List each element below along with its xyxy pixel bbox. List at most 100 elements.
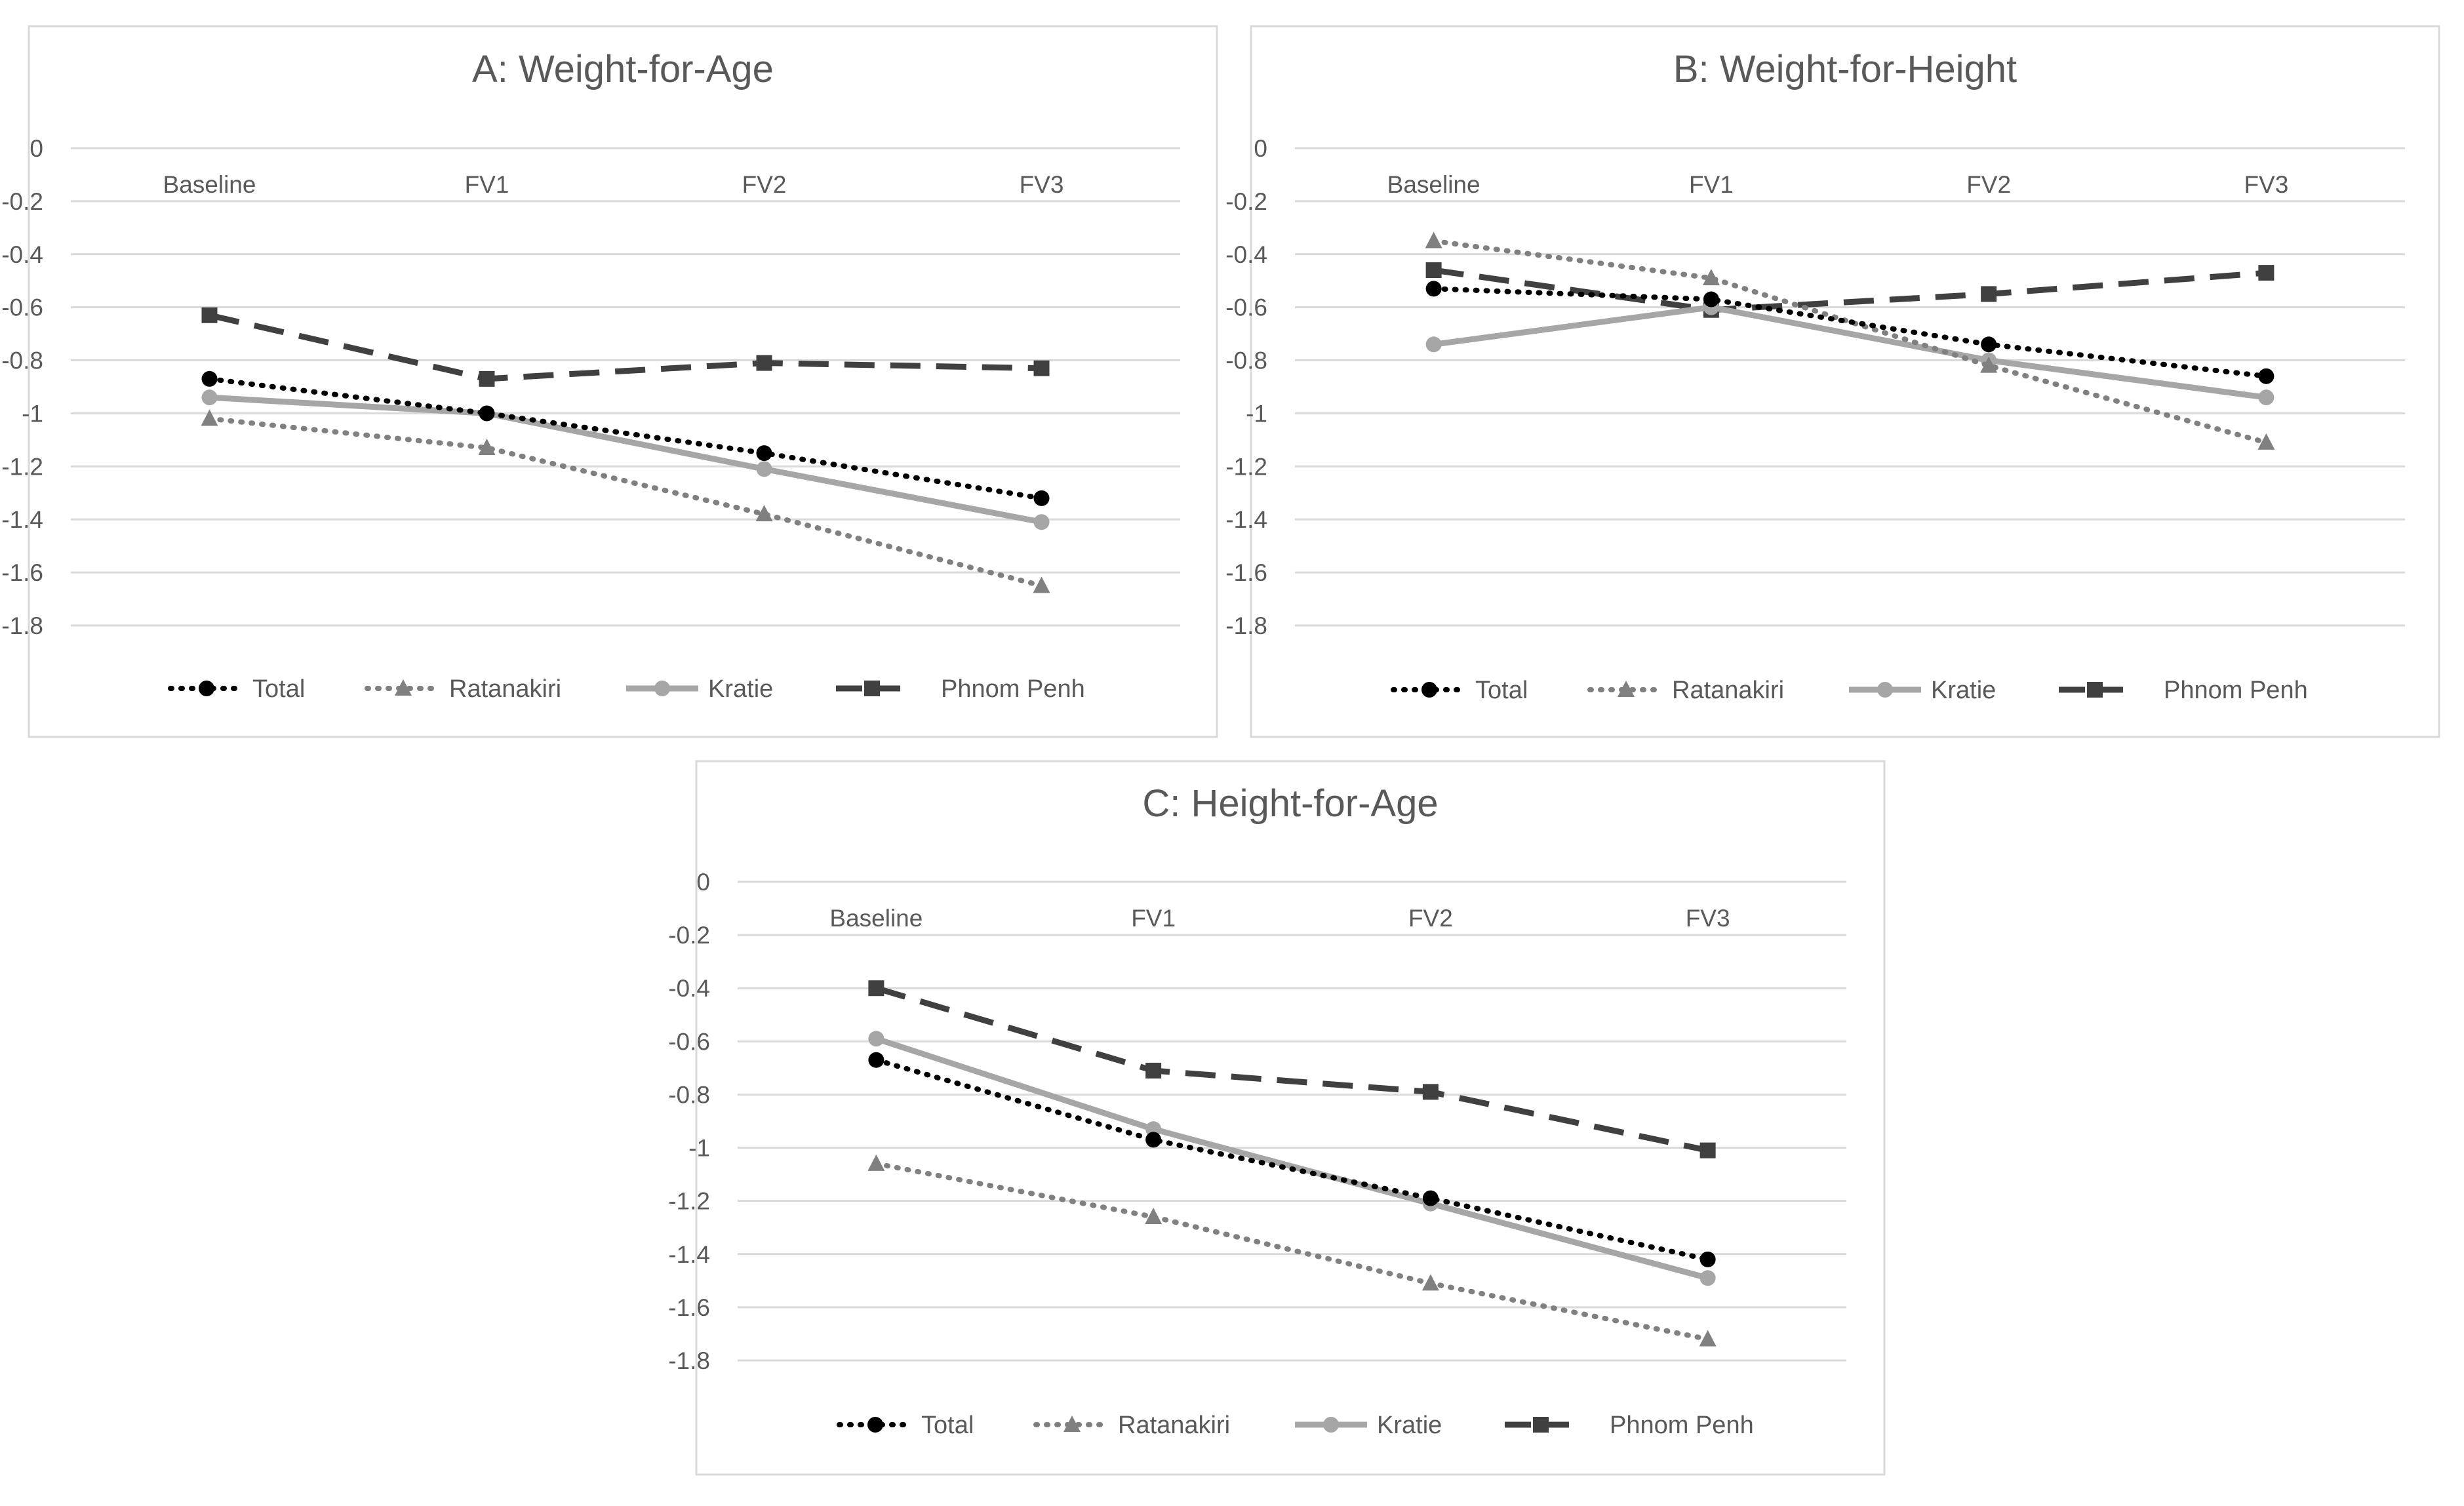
chart-panel-c: C: Height-for-Age 0 -0.2 -0.4 -0.6 -0.8 -1 -1.2… [668, 760, 1886, 1476]
legend-label: Ratanakiri [1118, 1412, 1230, 1439]
data-point-phnom-penh [1033, 360, 1050, 376]
legend-marker [1323, 1417, 1339, 1433]
data-point-kratie [1699, 1270, 1716, 1286]
x-category-label: FV1 [1131, 905, 1176, 932]
series-total [868, 1052, 1716, 1267]
series-ratanakiri [201, 409, 1050, 593]
chart-panel-a: A: Weight-for-Age 0 -0.2 -0.4 -0.6 -0.8 -1 -1.2… [1, 25, 1218, 738]
chart-title: C: Height-for-Age [1142, 782, 1438, 825]
data-point-kratie [756, 461, 772, 477]
series-line-ratanakiri [1431, 238, 2269, 445]
y-tick-label: -1.8 [1225, 612, 1267, 639]
legend-label: Total [921, 1412, 974, 1439]
y-tick-label: 0 [1254, 135, 1267, 162]
data-point-total [1981, 336, 1997, 353]
data-point-kratie [1033, 514, 1050, 530]
data-point-total [756, 445, 772, 462]
data-point-phnom-penh [2258, 265, 2275, 281]
x-category-label: FV2 [1966, 171, 2011, 198]
x-category-label: FV2 [742, 171, 787, 198]
y-tick-label: -1.2 [1225, 453, 1267, 480]
data-point-total [479, 405, 495, 422]
legend: Total Ratanakiri Kratie Phnom Penh [1391, 677, 2308, 704]
series-phnom-penh [868, 980, 1716, 1159]
data-point-ratanakiri [478, 439, 496, 456]
x-category-label: FV3 [1020, 171, 1064, 198]
series-line-ratanakiri [207, 416, 1044, 589]
y-tick-label: -1.4 [668, 1241, 710, 1268]
y-tick-label: -1.2 [1, 453, 43, 480]
y-tick-label: -1 [1246, 400, 1267, 427]
legend-marker [199, 681, 214, 696]
data-point-phnom-penh [1699, 1142, 1716, 1159]
legend-marker [1877, 682, 1893, 698]
legend-item-kratie: Kratie [626, 675, 773, 703]
data-point-total [201, 370, 218, 387]
data-point-ratanakiri [2257, 433, 2275, 450]
y-tick-label: 0 [696, 869, 710, 896]
data-point-ratanakiri [867, 1154, 885, 1171]
legend-marker [864, 681, 880, 696]
legend-marker [2087, 682, 2103, 698]
series-line-kratie [875, 1035, 1709, 1281]
legend-item-kratie: Kratie [1295, 1412, 1442, 1439]
legend-label: Total [252, 675, 305, 703]
series-line-total [207, 376, 1044, 501]
series-phnom-penh [201, 307, 1050, 387]
legend-marker [1063, 1416, 1081, 1432]
y-tick-label: -0.6 [1225, 294, 1267, 321]
legend-item-total: Total [168, 675, 305, 703]
data-point-total [1033, 490, 1050, 506]
series-line-kratie [209, 394, 1043, 525]
data-point-ratanakiri [755, 505, 773, 522]
y-tick-label: -0.4 [668, 975, 710, 1002]
data-point-phnom-penh [479, 370, 495, 387]
data-point-ratanakiri [1145, 1208, 1162, 1224]
y-tick-label: -0.2 [1, 188, 43, 215]
data-point-phnom-penh [1145, 1062, 1162, 1079]
y-tick-label: -0.6 [668, 1028, 710, 1055]
data-point-kratie [201, 389, 218, 406]
legend: Total Ratanakiri Kratie Phnom Penh [837, 1412, 1754, 1439]
legend-label: Ratanakiri [1672, 677, 1784, 704]
data-point-phnom-penh [756, 355, 772, 371]
data-point-phnom-penh [1981, 286, 1997, 302]
chart-panel-b: B: Weight-for-Height 0 -0.2 -0.4 -0.6 -0.8 -1 -… [1225, 25, 2440, 738]
data-point-phnom-penh [201, 307, 218, 323]
chart-frame [28, 25, 1218, 738]
y-tick-label: -1.6 [1225, 559, 1267, 586]
series-ratanakiri [1425, 231, 2275, 450]
legend-label: Kratie [1931, 677, 1996, 704]
data-point-kratie [868, 1031, 884, 1047]
legend-label: Phnom Penh [2164, 677, 2308, 704]
series-line-phnom-penh [209, 312, 1042, 382]
series-line-total [1431, 286, 2269, 379]
data-point-ratanakiri [201, 409, 218, 426]
legend-item-ratanakiri: Ratanakiri [365, 675, 561, 703]
data-point-phnom-penh [868, 980, 884, 997]
y-tick-label: -0.8 [1, 347, 43, 374]
legend-label: Phnom Penh [1610, 1412, 1754, 1439]
series-line-phnom-penh [875, 985, 1709, 1154]
x-category-label: FV1 [465, 171, 509, 198]
chart-title: A: Weight-for-Age [472, 48, 774, 90]
x-category-label: FV2 [1408, 905, 1453, 932]
y-tick-label: -0.8 [668, 1081, 710, 1108]
legend-marker [1533, 1417, 1549, 1433]
legend-label: Kratie [1377, 1412, 1442, 1439]
data-point-total [1699, 1251, 1716, 1267]
chart-title: B: Weight-for-Height [1673, 48, 2017, 90]
y-tick-label: -1.6 [1, 559, 43, 586]
data-point-total [868, 1052, 884, 1068]
data-point-total [1425, 281, 1442, 297]
x-category-label: FV3 [1686, 905, 1730, 932]
data-point-total [1703, 291, 1719, 307]
y-tick-label: 0 [30, 135, 43, 162]
data-point-phnom-penh [1425, 262, 1442, 279]
data-point-kratie [2258, 389, 2275, 406]
legend-marker [867, 1417, 883, 1433]
legend-item-kratie: Kratie [1849, 677, 1996, 704]
legend-marker [654, 681, 670, 696]
